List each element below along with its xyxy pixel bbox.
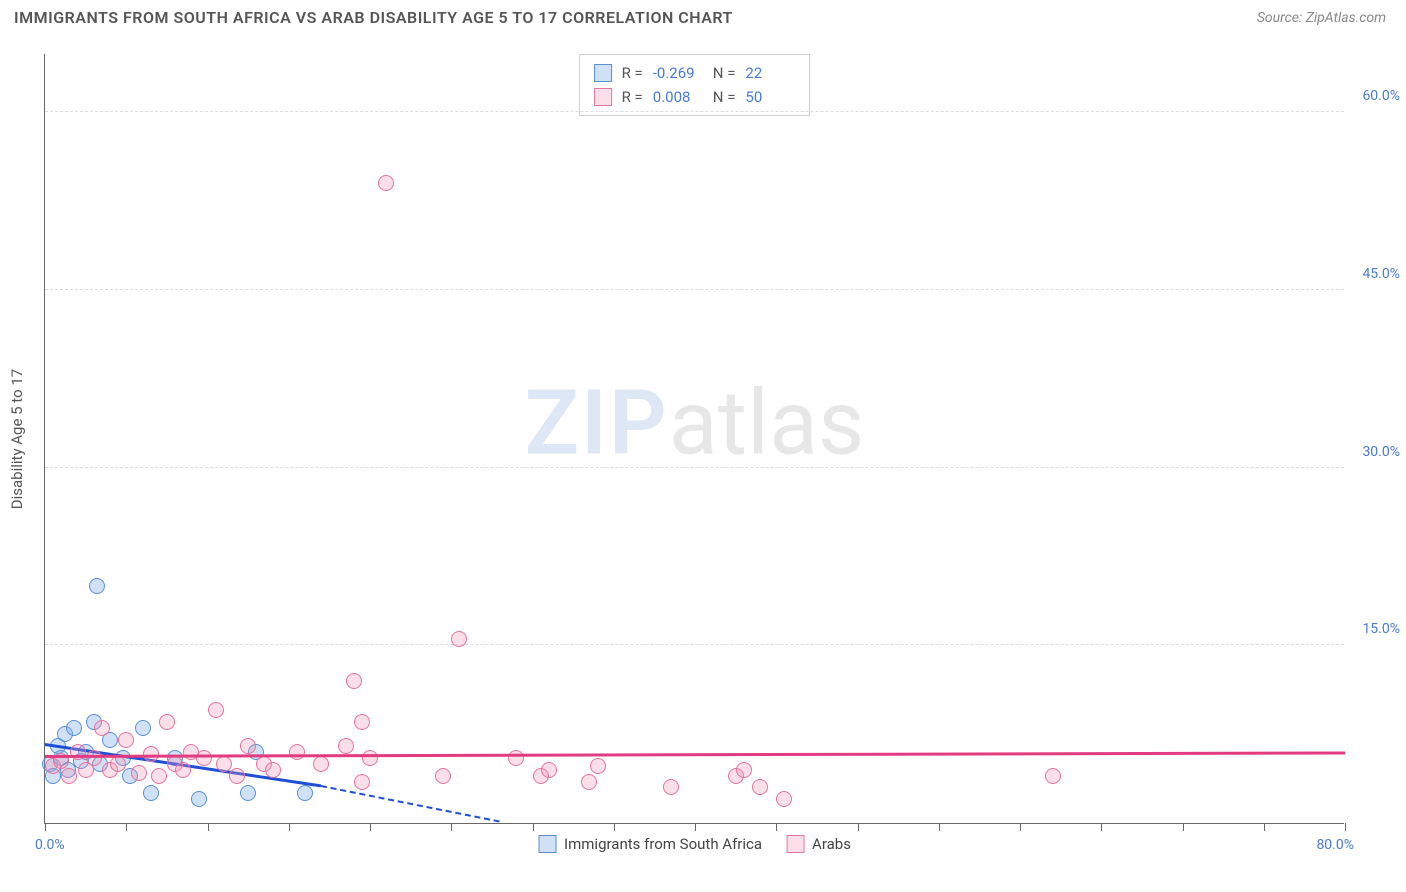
scatter-point-arabs [159,714,175,730]
legend-swatch-icon [594,88,612,106]
scatter-point-arabs [61,768,77,784]
scatter-point-arabs [508,750,524,766]
legend-swatch-icon [786,835,804,853]
scatter-point-arabs [216,756,232,772]
stats-row-arabs: R = 0.008 N = 50 [594,85,796,109]
x-tick [208,823,209,831]
legend-item-south_africa: Immigrants from South Africa [538,835,762,853]
scatter-point-arabs [175,762,191,778]
watermark: ZIPatlas [525,371,865,476]
scatter-point-arabs [354,714,370,730]
stat-n-value: 22 [745,61,795,85]
scatter-point-arabs [110,756,126,772]
x-tick [614,823,615,831]
scatter-point-arabs [776,791,792,807]
stat-r-label: R = [622,61,643,85]
x-tick [370,823,371,831]
x-axis-max-label: 80.0% [1316,837,1354,853]
stats-legend: R = -0.269 N = 22 R = 0.008 N = 50 [579,54,811,116]
scatter-point-arabs [151,768,167,784]
x-axis-min-label: 0.0% [35,837,65,853]
scatter-point-south_africa [297,785,313,801]
y-tick-label: 15.0% [1362,621,1400,637]
scatter-point-south_africa [143,785,159,801]
legend-swatch-icon [594,64,612,82]
x-tick [1264,823,1265,831]
stat-n-value: 50 [745,85,795,109]
watermark-zip: ZIP [525,371,669,476]
legend-label: Immigrants from South Africa [564,835,762,853]
series-legend: Immigrants from South Africa Arabs [538,835,851,853]
scatter-point-arabs [94,720,110,736]
scatter-point-arabs [541,762,557,778]
chart-title: IMMIGRANTS FROM SOUTH AFRICA VS ARAB DIS… [14,8,733,27]
scatter-point-south_africa [191,791,207,807]
scatter-point-arabs [435,768,451,784]
gridline [45,644,1344,645]
x-tick [45,823,46,831]
trend-line-arabs [45,751,1345,758]
scatter-point-arabs [590,758,606,774]
x-tick [776,823,777,831]
y-tick-label: 45.0% [1362,266,1400,282]
y-tick-label: 60.0% [1362,88,1400,104]
scatter-point-arabs [118,732,134,748]
stat-r-value: 0.008 [653,85,703,109]
scatter-point-arabs [378,175,394,191]
legend-label: Arabs [812,835,851,853]
x-tick [1345,823,1346,831]
scatter-point-arabs [663,779,679,795]
scatter-point-arabs [338,738,354,754]
scatter-point-arabs [313,756,329,772]
scatter-point-arabs [362,750,378,766]
legend-swatch-icon [538,835,556,853]
scatter-point-arabs [736,762,752,778]
scatter-point-arabs [240,738,256,754]
legend-item-arabs: Arabs [786,835,851,853]
scatter-point-arabs [196,750,212,766]
x-tick [1101,823,1102,831]
stat-r-value: -0.269 [653,61,703,85]
scatter-point-arabs [581,774,597,790]
stat-r-label: R = [622,85,643,109]
trend-line-dash-south_africa [321,785,500,822]
watermark-atlas: atlas [669,371,865,476]
gridline [45,467,1344,468]
stat-n-label: N = [713,85,736,109]
x-tick [1183,823,1184,831]
scatter-point-south_africa [135,720,151,736]
x-tick [1020,823,1021,831]
scatter-point-arabs [1045,768,1061,784]
gridline [45,289,1344,290]
x-tick [858,823,859,831]
x-tick [289,823,290,831]
gridline [45,111,1344,112]
x-tick [126,823,127,831]
scatter-point-arabs [451,631,467,647]
scatter-point-south_africa [66,720,82,736]
scatter-point-arabs [752,779,768,795]
scatter-point-arabs [265,762,281,778]
scatter-point-arabs [346,673,362,689]
scatter-point-arabs [208,702,224,718]
stat-n-label: N = [713,61,736,85]
scatter-point-south_africa [240,785,256,801]
scatter-point-arabs [289,744,305,760]
x-tick [533,823,534,831]
x-tick [695,823,696,831]
scatter-point-arabs [229,768,245,784]
scatter-point-arabs [131,765,147,781]
scatter-point-south_africa [89,578,105,594]
y-tick-label: 30.0% [1362,444,1400,460]
scatter-point-arabs [354,774,370,790]
stats-row-south_africa: R = -0.269 N = 22 [594,61,796,85]
y-axis-title: Disability Age 5 to 17 [8,368,26,508]
x-tick [451,823,452,831]
source-label: Source: ZipAtlas.com [1257,10,1386,26]
x-tick [939,823,940,831]
chart-plot-area: Disability Age 5 to 17 0.0% 80.0% ZIPatl… [44,54,1344,824]
